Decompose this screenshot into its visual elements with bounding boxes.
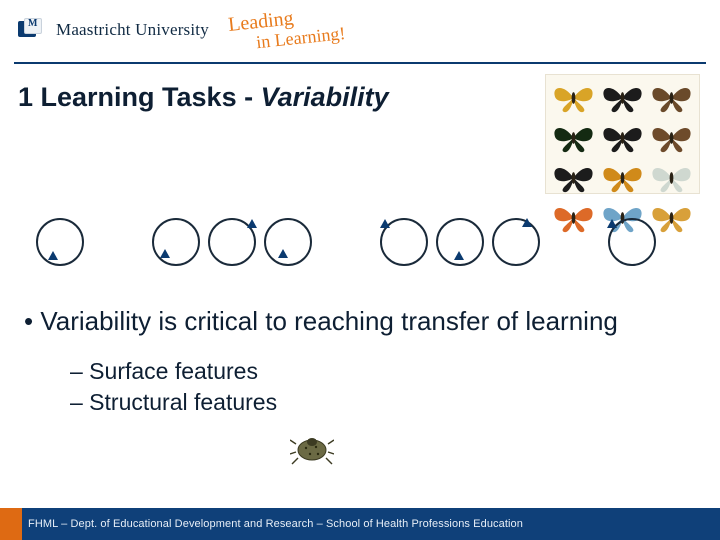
- triangle-icon: [454, 251, 464, 260]
- circle-icon: [492, 218, 540, 266]
- circle-icon: [436, 218, 484, 266]
- footer: FHML – Dept. of Educational Development …: [0, 508, 720, 540]
- butterfly-icon: [648, 79, 695, 117]
- butterfly-icon: [550, 159, 597, 197]
- logo-badge-icon: M: [18, 18, 46, 40]
- circle-group: [36, 218, 84, 266]
- circle-row: [36, 218, 720, 266]
- bug-icon: [290, 432, 334, 466]
- butterfly-icon: [550, 79, 597, 117]
- circle-group: [380, 218, 540, 266]
- butterfly-icon: [648, 119, 695, 157]
- circle-icon: [380, 218, 428, 266]
- butterfly-icon: [599, 79, 646, 117]
- sub-bullets: – Surface features– Structural features: [70, 356, 700, 418]
- butterfly-icon: [648, 159, 695, 197]
- butterfly-icon: [599, 119, 646, 157]
- triangle-icon: [48, 251, 58, 260]
- butterfly-icon: [550, 119, 597, 157]
- circle-icon: [608, 218, 656, 266]
- sub-bullet: – Surface features: [70, 356, 700, 387]
- slide-title: 1 Learning Tasks - Variability: [18, 82, 389, 113]
- main-bullet-text: Variability is critical to reaching tran…: [40, 306, 618, 336]
- main-bullet: • Variability is critical to reaching tr…: [24, 306, 700, 338]
- footer-accent: [0, 508, 22, 540]
- triangle-icon: [247, 219, 257, 228]
- tagline: Leading in Learning!: [227, 2, 346, 56]
- title-prefix: 1 Learning Tasks -: [18, 82, 261, 112]
- triangle-icon: [278, 249, 288, 258]
- butterfly-icon: [599, 159, 646, 197]
- body-text: • Variability is critical to reaching tr…: [24, 306, 700, 418]
- logo: M Maastricht University Leading in Learn…: [18, 8, 702, 50]
- triangle-icon: [160, 249, 170, 258]
- triangle-icon: [522, 218, 532, 227]
- circle-group: [152, 218, 312, 266]
- header: M Maastricht University Leading in Learn…: [18, 8, 702, 62]
- butterfly-grid: [545, 74, 700, 194]
- circle-icon: [36, 218, 84, 266]
- circle-icon: [152, 218, 200, 266]
- circle-group: [608, 218, 656, 266]
- university-name: Maastricht University: [56, 21, 209, 38]
- title-emph: Variability: [261, 82, 389, 112]
- circle-icon: [208, 218, 256, 266]
- header-rule: [14, 62, 706, 64]
- footer-text: FHML – Dept. of Educational Development …: [28, 518, 523, 530]
- triangle-icon: [380, 219, 390, 228]
- sub-bullet: – Structural features: [70, 387, 700, 418]
- circle-icon: [264, 218, 312, 266]
- triangle-icon: [607, 219, 617, 228]
